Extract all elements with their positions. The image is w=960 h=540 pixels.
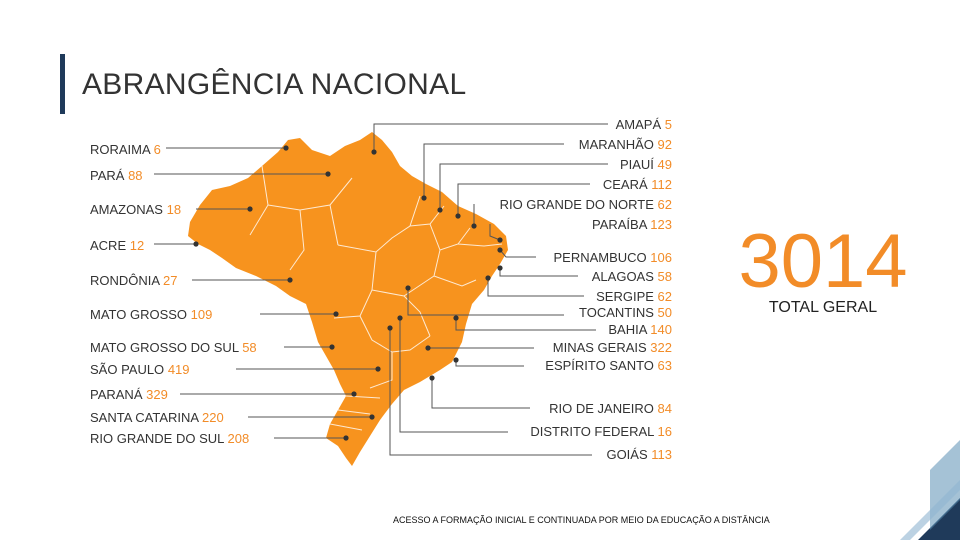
label-paraiba: PARAÍBA 123: [591, 217, 672, 232]
label-mato-grosso: MATO GROSSO 109: [90, 307, 213, 322]
label-acre: ACRE 12: [90, 238, 145, 253]
label-espirito-santo: ESPÍRITO SANTO 63: [545, 358, 672, 373]
label-parana: PARANÁ 329: [90, 387, 168, 402]
marker-rondonia: [287, 277, 293, 283]
label-rio-de-janeiro: RIO DE JANEIRO 84: [549, 401, 672, 416]
label-bahia: BAHIA 140: [608, 322, 672, 337]
total-label: TOTAL GERAL: [768, 299, 878, 316]
marker-parana: [351, 391, 357, 397]
page-title: ABRANGÊNCIA NACIONAL: [82, 68, 467, 101]
title-accent-bar: [60, 54, 65, 114]
leader-line-rio-de-janeiro: [431, 378, 530, 409]
brazil-map-shape: [188, 132, 508, 466]
leader-line-piaui: [439, 163, 608, 210]
label-roraima: RORAIMA 6: [90, 142, 161, 157]
leader-line-amapa: [373, 123, 608, 152]
marker-sao-paulo: [375, 366, 381, 372]
marker-para: [325, 171, 331, 177]
leader-line-bahia: [455, 318, 596, 331]
leader-line-distrito-federal: [399, 318, 508, 433]
footer-text: ACESSO A FORMAÇÃO INICIAL E CONTINUADA P…: [393, 515, 770, 525]
label-sergipe: SERGIPE 62: [596, 289, 672, 304]
marker-amazonas: [247, 206, 253, 212]
leader-line-tocantins: [407, 288, 564, 316]
marker-ceara: [455, 213, 461, 219]
label-mato-grosso-do-sul: MATO GROSSO DO SUL 58: [90, 340, 257, 355]
marker-alagoas: [497, 265, 503, 271]
label-para: PARÁ 88: [90, 168, 143, 183]
label-santa-catarina: SANTA CATARINA 220: [90, 410, 224, 425]
label-amazonas: AMAZONAS 18: [90, 202, 182, 217]
label-amapa: AMAPÁ 5: [615, 117, 672, 132]
marker-rio-grande-do-norte: [471, 223, 477, 229]
marker-espirito-santo: [453, 357, 459, 363]
label-minas-gerais: MINAS GERAIS 322: [552, 340, 672, 355]
marker-distrito-federal: [397, 315, 403, 321]
leader-line-paraiba: [489, 224, 501, 241]
marker-acre: [193, 241, 199, 247]
leader-line-goias: [389, 328, 592, 456]
leader-line-alagoas: [499, 268, 578, 277]
leader-line-ceara: [457, 183, 590, 216]
label-alagoas: ALAGOAS 58: [591, 269, 672, 284]
marker-rio-de-janeiro: [429, 375, 435, 381]
leader-line-sergipe: [487, 278, 584, 297]
label-rio-grande-do-norte: RIO GRANDE DO NORTE 62: [499, 197, 672, 212]
state-markers: [193, 145, 503, 441]
marker-bahia: [453, 315, 459, 321]
label-goias: GOIÁS 113: [606, 447, 672, 462]
leader-line-espirito-santo: [455, 360, 524, 367]
marker-pernambuco: [497, 247, 503, 253]
marker-minas-gerais: [425, 345, 431, 351]
label-distrito-federal: DISTRITO FEDERAL 16: [530, 424, 672, 439]
label-maranhao: MARANHÃO 92: [578, 137, 672, 152]
label-tocantins: TOCANTINS 50: [579, 305, 672, 320]
label-pernambuco: PERNAMBUCO 106: [553, 250, 672, 265]
label-sao-paulo: SÃO PAULO 419: [90, 362, 190, 377]
marker-rio-grande-do-sul: [343, 435, 349, 441]
marker-mato-grosso: [333, 311, 339, 317]
label-rondonia: RONDÔNIA 27: [90, 273, 178, 288]
marker-roraima: [283, 145, 289, 151]
leader-line-maranhao: [423, 143, 564, 198]
marker-santa-catarina: [369, 414, 375, 420]
marker-maranhao: [421, 195, 427, 201]
marker-tocantins: [405, 285, 411, 291]
label-ceara: CEARÁ 112: [602, 177, 672, 192]
leader-lines: [154, 123, 608, 456]
marker-sergipe: [485, 275, 491, 281]
label-piaui: PIAUÍ 49: [619, 157, 672, 172]
map-state-borders: [249, 165, 503, 431]
total-number: 3014: [738, 219, 908, 304]
leader-line-pernambuco: [499, 249, 536, 258]
marker-goias: [387, 325, 393, 331]
corner-decoration: [900, 440, 960, 540]
marker-paraiba: [497, 237, 503, 243]
marker-piaui: [437, 207, 443, 213]
label-rio-grande-do-sul: RIO GRANDE DO SUL 208: [90, 431, 250, 446]
marker-amapa: [371, 149, 377, 155]
marker-mato-grosso-do-sul: [329, 344, 335, 350]
